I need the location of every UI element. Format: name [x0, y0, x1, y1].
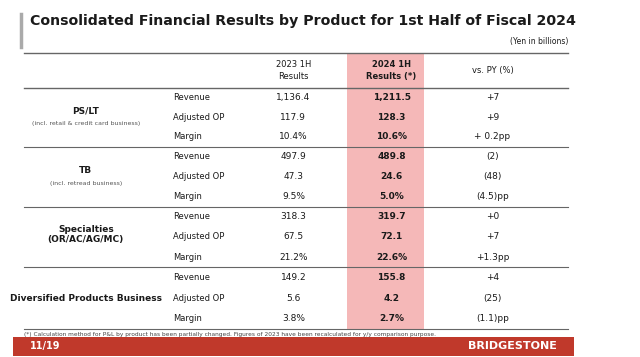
Text: BRIDGESTONE: BRIDGESTONE — [468, 341, 557, 351]
Text: (incl. retail & credit card business): (incl. retail & credit card business) — [32, 121, 140, 126]
Text: Revenue: Revenue — [173, 94, 210, 102]
Text: 155.8: 155.8 — [378, 273, 406, 282]
Text: +0: +0 — [486, 212, 499, 221]
Text: +4: +4 — [486, 273, 499, 282]
Text: 117.9: 117.9 — [280, 113, 307, 122]
Text: 1,136.4: 1,136.4 — [276, 94, 310, 102]
Text: Adjusted OP: Adjusted OP — [173, 293, 224, 302]
Text: Margin: Margin — [173, 252, 202, 262]
Text: +7: +7 — [486, 94, 499, 102]
Text: (Yen in billions): (Yen in billions) — [510, 37, 568, 46]
Text: Margin: Margin — [173, 132, 202, 141]
Text: Adjusted OP: Adjusted OP — [173, 232, 224, 241]
Text: PS/LT: PS/LT — [72, 106, 99, 116]
Text: 128.3: 128.3 — [378, 113, 406, 122]
Text: 10.4%: 10.4% — [279, 132, 308, 141]
Text: (2): (2) — [486, 152, 499, 161]
Text: 11/19: 11/19 — [29, 341, 60, 351]
Text: (25): (25) — [483, 293, 502, 302]
Text: vs. PY (%): vs. PY (%) — [472, 66, 513, 75]
Text: 3.8%: 3.8% — [282, 314, 305, 323]
Text: (OR/AC/AG/MC): (OR/AC/AG/MC) — [48, 235, 124, 244]
Text: 318.3: 318.3 — [280, 212, 307, 221]
Text: 497.9: 497.9 — [280, 152, 307, 161]
Text: 22.6%: 22.6% — [376, 252, 407, 262]
Text: Specialties: Specialties — [58, 225, 114, 233]
Text: 9.5%: 9.5% — [282, 192, 305, 201]
Bar — [13, 337, 574, 356]
Text: Revenue: Revenue — [173, 212, 210, 221]
Text: 47.3: 47.3 — [284, 172, 303, 181]
Text: 24.6: 24.6 — [380, 172, 403, 181]
Text: Adjusted OP: Adjusted OP — [173, 172, 224, 181]
Bar — [347, 207, 424, 267]
Text: 149.2: 149.2 — [280, 273, 306, 282]
Text: 5.0%: 5.0% — [379, 192, 404, 201]
Text: +1.3pp: +1.3pp — [476, 252, 509, 262]
Bar — [347, 267, 424, 329]
Text: 10.6%: 10.6% — [376, 132, 407, 141]
Text: (4.5)pp: (4.5)pp — [476, 192, 509, 201]
Text: +9: +9 — [486, 113, 499, 122]
Text: 5.6: 5.6 — [286, 293, 301, 302]
Text: (1.1)pp: (1.1)pp — [476, 314, 509, 323]
Text: TB: TB — [79, 166, 92, 175]
Text: Margin: Margin — [173, 314, 202, 323]
Text: Diversified Products Business: Diversified Products Business — [10, 293, 162, 302]
Text: 2024 1H
Results (*): 2024 1H Results (*) — [367, 60, 417, 81]
Text: Adjusted OP: Adjusted OP — [173, 113, 224, 122]
Text: 2023 1H
Results: 2023 1H Results — [276, 60, 311, 81]
Text: (*) Calculation method for P&L by product has been partially changed. Figures of: (*) Calculation method for P&L by produc… — [24, 332, 436, 337]
Text: Consolidated Financial Results by Product for 1st Half of Fiscal 2024: Consolidated Financial Results by Produc… — [29, 14, 575, 28]
Text: 1,211.5: 1,211.5 — [372, 94, 410, 102]
Bar — [347, 88, 424, 147]
Text: 489.8: 489.8 — [377, 152, 406, 161]
Text: + 0.2pp: + 0.2pp — [474, 132, 511, 141]
Text: Margin: Margin — [173, 192, 202, 201]
Text: 72.1: 72.1 — [380, 232, 403, 241]
Bar — [347, 147, 424, 207]
Text: (incl. retread business): (incl. retread business) — [50, 181, 122, 186]
Text: Revenue: Revenue — [173, 273, 210, 282]
Text: 67.5: 67.5 — [284, 232, 303, 241]
Text: (48): (48) — [483, 172, 502, 181]
Text: +7: +7 — [486, 232, 499, 241]
Bar — [347, 53, 424, 88]
Text: 2.7%: 2.7% — [379, 314, 404, 323]
Text: Revenue: Revenue — [173, 152, 210, 161]
Text: 21.2%: 21.2% — [279, 252, 308, 262]
Text: 4.2: 4.2 — [383, 293, 399, 302]
Text: 319.7: 319.7 — [377, 212, 406, 221]
